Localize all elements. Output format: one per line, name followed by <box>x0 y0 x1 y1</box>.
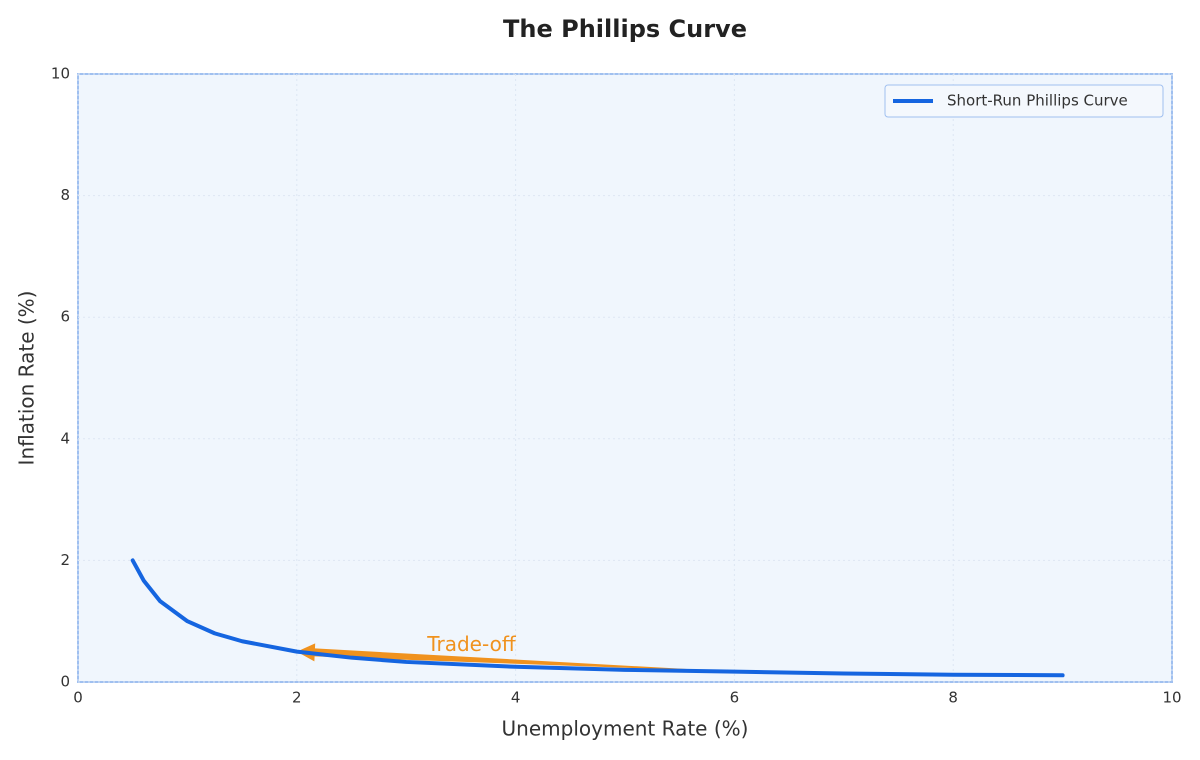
annotation-arrow <box>296 643 735 672</box>
chart-title: The Phillips Curve <box>503 15 747 43</box>
y-tick-label: 6 <box>60 308 70 326</box>
x-tick-label: 10 <box>1162 689 1181 707</box>
y-tick-label: 0 <box>60 673 70 691</box>
grid <box>77 73 1173 683</box>
x-tick-label: 4 <box>511 689 521 707</box>
x-axis-label: Unemployment Rate (%) <box>502 717 749 741</box>
y-tick-label: 10 <box>51 65 70 83</box>
marks <box>130 558 1065 678</box>
x-tick-label: 8 <box>948 689 958 707</box>
x-tick-label: 2 <box>292 689 302 707</box>
y-axis-label: Inflation Rate (%) <box>15 291 39 466</box>
legend-box <box>884 84 1164 118</box>
legend-label: Short-Run Phillips Curve <box>947 92 1128 110</box>
x-tick-label: 0 <box>73 689 83 707</box>
y-tick-label: 4 <box>60 429 70 447</box>
x-tick-label: 6 <box>730 689 740 707</box>
line <box>130 558 1065 678</box>
plot-area <box>77 73 1173 683</box>
y-tick-label: 8 <box>60 186 70 204</box>
y-tick-label: 2 <box>60 551 70 569</box>
annotation-text: Trade-off <box>426 632 517 656</box>
